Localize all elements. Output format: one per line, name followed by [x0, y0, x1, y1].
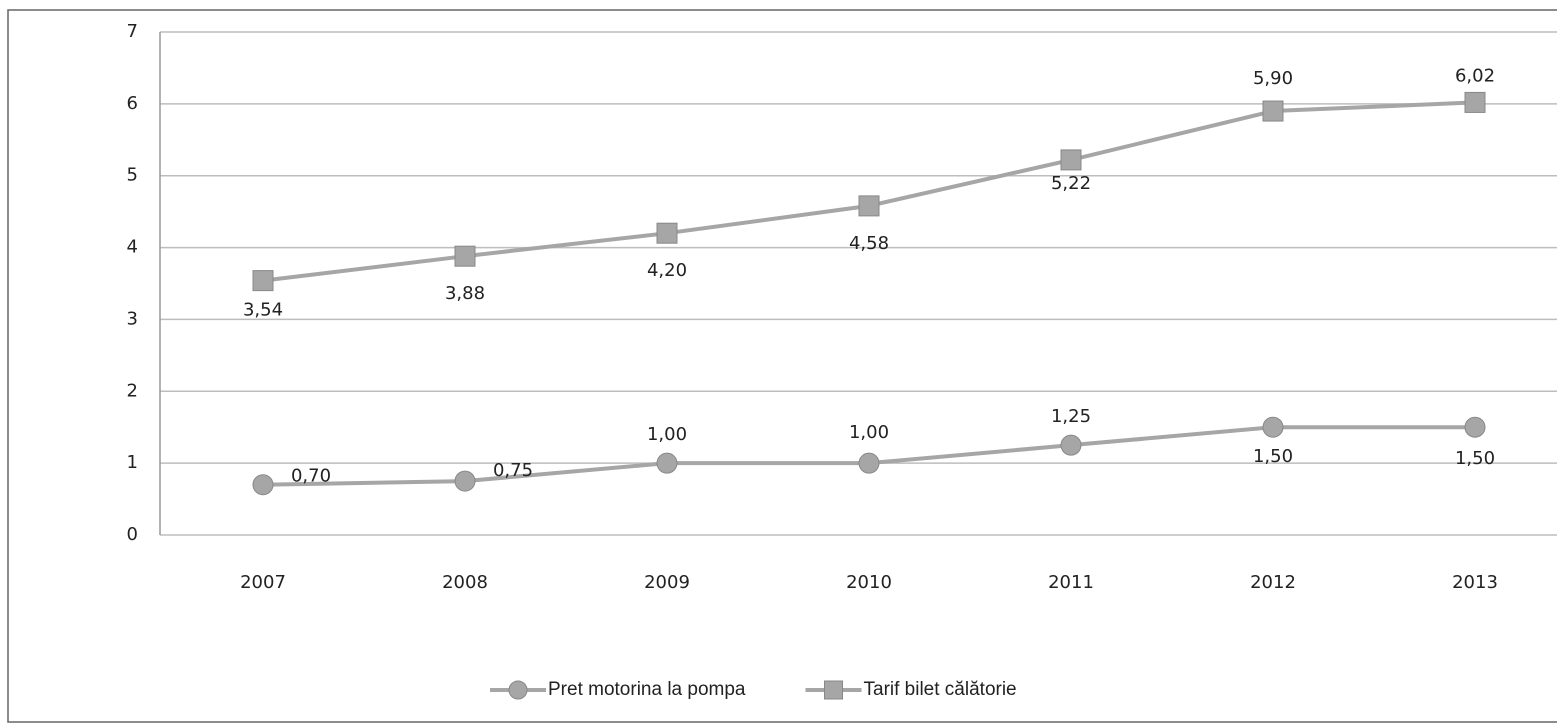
- y-tick-label: 6: [127, 93, 138, 114]
- y-tick-label: 0: [127, 524, 138, 545]
- marker: [1060, 434, 1082, 456]
- legend-marker: [824, 680, 843, 700]
- marker: [1262, 100, 1284, 122]
- marker: [454, 245, 476, 267]
- marker: [252, 474, 274, 496]
- y-tick-label: 7: [127, 21, 138, 42]
- chart-frame: [7, 9, 1557, 723]
- marker: [1060, 149, 1082, 171]
- marker: [858, 452, 880, 474]
- data-label: 1,00: [849, 422, 889, 443]
- data-label: 0,75: [493, 460, 533, 481]
- x-tick-label: 2007: [240, 572, 286, 593]
- marker: [1262, 416, 1284, 438]
- data-label: 1,50: [1455, 448, 1495, 469]
- marker: [1464, 91, 1486, 113]
- marker: [858, 195, 880, 217]
- data-label: 1,00: [647, 424, 687, 445]
- x-tick-label: 2012: [1250, 572, 1296, 593]
- data-label: 3,54: [243, 300, 283, 321]
- y-tick-label: 3: [127, 308, 138, 329]
- marker: [1464, 416, 1486, 438]
- data-label: 3,88: [445, 283, 485, 304]
- legend-marker: [508, 680, 528, 700]
- y-tick-label: 5: [127, 165, 138, 186]
- data-label: 6,02: [1455, 65, 1495, 86]
- legend-label: Pret motorina la pompa: [548, 679, 746, 700]
- marker: [656, 222, 678, 244]
- y-tick-label: 1: [127, 452, 138, 473]
- x-tick-label: 2009: [644, 572, 690, 593]
- data-label: 5,90: [1253, 68, 1293, 89]
- data-label: 5,22: [1051, 173, 1091, 194]
- legend-label: Tarif bilet călătorie: [864, 679, 1017, 700]
- data-label: 1,25: [1051, 406, 1091, 427]
- y-tick-label: 2: [127, 380, 138, 401]
- x-tick-label: 2011: [1048, 572, 1094, 593]
- data-label: 4,20: [647, 260, 687, 281]
- marker: [252, 270, 274, 292]
- data-label: 4,58: [849, 233, 889, 254]
- x-tick-label: 2013: [1452, 572, 1498, 593]
- y-tick-label: 4: [127, 237, 138, 258]
- data-label: 0,70: [291, 466, 331, 487]
- marker: [454, 470, 476, 492]
- x-tick-label: 2008: [442, 572, 488, 593]
- x-tick-label: 2010: [846, 572, 892, 593]
- marker: [656, 452, 678, 474]
- data-label: 1,50: [1253, 446, 1293, 467]
